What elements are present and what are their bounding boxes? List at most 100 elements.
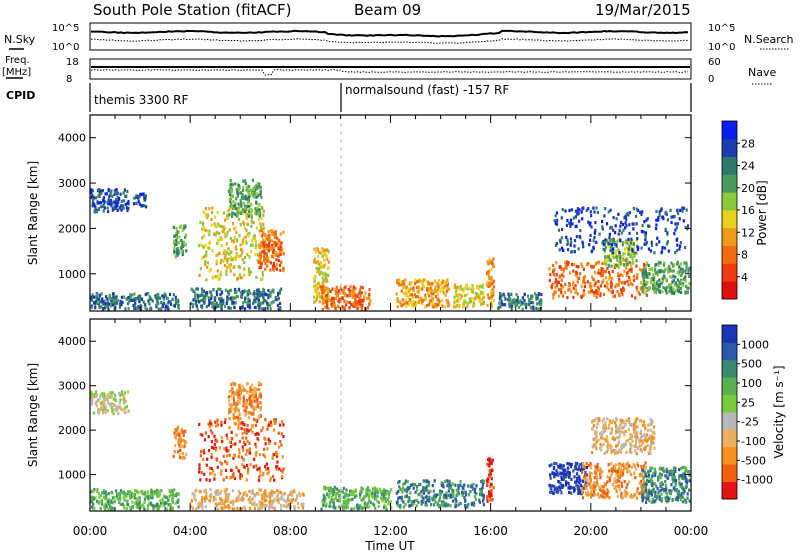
power-cell [582, 267, 585, 271]
velocity-cell [593, 492, 597, 496]
velocity-cell [582, 486, 585, 490]
power-cell [682, 277, 685, 281]
power-cell [253, 195, 256, 199]
power-cell [395, 292, 398, 296]
power-cell [253, 187, 256, 191]
power-cell [653, 281, 656, 285]
velocity-cell [210, 452, 213, 456]
power-cell [260, 307, 263, 311]
power-cell [210, 217, 213, 221]
power-cell [200, 298, 203, 302]
power-cell [220, 244, 223, 248]
velocity-cell [486, 499, 489, 503]
velocity-cell [200, 498, 204, 502]
velocity-cell [174, 427, 177, 432]
power-cell [644, 266, 647, 270]
power-cell [606, 266, 609, 271]
velocity-cell [92, 506, 95, 510]
power-cell [422, 278, 425, 282]
power-cell [613, 266, 616, 270]
power-cell [196, 296, 200, 300]
power-cell [404, 290, 407, 294]
power-cell [215, 253, 218, 258]
power-cell [575, 235, 578, 239]
power-cell [575, 274, 578, 278]
velocity-cell [235, 405, 238, 409]
velocity-cell [246, 390, 249, 394]
velocity-cell [237, 489, 240, 493]
power-cell [242, 236, 246, 240]
velocity-cell [617, 467, 620, 471]
velocity-cell [275, 450, 278, 454]
power-cell [259, 190, 262, 194]
power-cell [416, 280, 419, 284]
power-cell [401, 298, 404, 302]
velocity-cell [216, 465, 219, 469]
power-cell [194, 297, 197, 301]
power-cell [116, 204, 119, 208]
power-cell [123, 295, 126, 299]
power-cell [683, 261, 686, 265]
velocity-cell [198, 463, 201, 467]
power-cell [688, 274, 691, 278]
power-cell [437, 285, 440, 289]
power-cell [262, 307, 265, 311]
power-cell [645, 272, 648, 276]
power-cell [269, 291, 272, 295]
power-cell [108, 293, 112, 298]
velocity-cell [204, 495, 207, 499]
power-cell [632, 247, 635, 251]
velocity-cell [92, 497, 95, 501]
power-cell [244, 179, 247, 183]
velocity-cell [322, 502, 325, 507]
noise-tick-low-right: 10^0 [708, 42, 735, 53]
power-cell [621, 243, 624, 247]
velocity-cell [280, 474, 283, 478]
velocity-cell [566, 470, 569, 474]
power-cell [345, 303, 348, 307]
velocity-cell [384, 505, 387, 509]
velocity-cell [371, 502, 374, 506]
velocity-cell [212, 498, 215, 503]
power-cell [140, 297, 144, 302]
power-cell [199, 267, 202, 271]
power-cell [321, 307, 324, 311]
power-cell [611, 255, 614, 259]
power-cell [322, 285, 325, 289]
power-cell [323, 301, 326, 305]
power-cell [253, 298, 256, 303]
velocity-cell [273, 478, 276, 482]
power-cell [232, 212, 235, 216]
power-cell [268, 242, 271, 246]
power-cell [271, 232, 274, 236]
power-cell [660, 251, 663, 255]
power-cell [314, 288, 317, 292]
power-cell [90, 191, 93, 195]
power-cell [526, 294, 530, 298]
power-cell [243, 260, 246, 265]
velocity-cell [288, 499, 291, 503]
velocity-cell [270, 488, 273, 493]
power-cell [265, 254, 268, 258]
velocity-cell [246, 448, 250, 453]
power-cell [647, 275, 650, 279]
power-cell [236, 194, 239, 198]
velocity-cell [376, 494, 379, 498]
velocity-cell [201, 506, 204, 510]
velocity-cell [237, 455, 240, 459]
power-cell [657, 261, 660, 265]
power-cell [439, 283, 442, 287]
power-cell [521, 307, 524, 311]
velocity-cell [100, 402, 103, 406]
power-cell [481, 285, 484, 289]
power-cell [457, 296, 460, 300]
velocity-cell [272, 428, 276, 432]
velocity-cell [255, 445, 258, 449]
power-cell [91, 197, 95, 202]
velocity-cell [243, 505, 246, 509]
power-cell [215, 230, 219, 235]
power-cell [359, 285, 362, 289]
velocity-cell [232, 456, 235, 460]
velocity-cell [461, 493, 464, 497]
velocity-cell [157, 505, 160, 509]
